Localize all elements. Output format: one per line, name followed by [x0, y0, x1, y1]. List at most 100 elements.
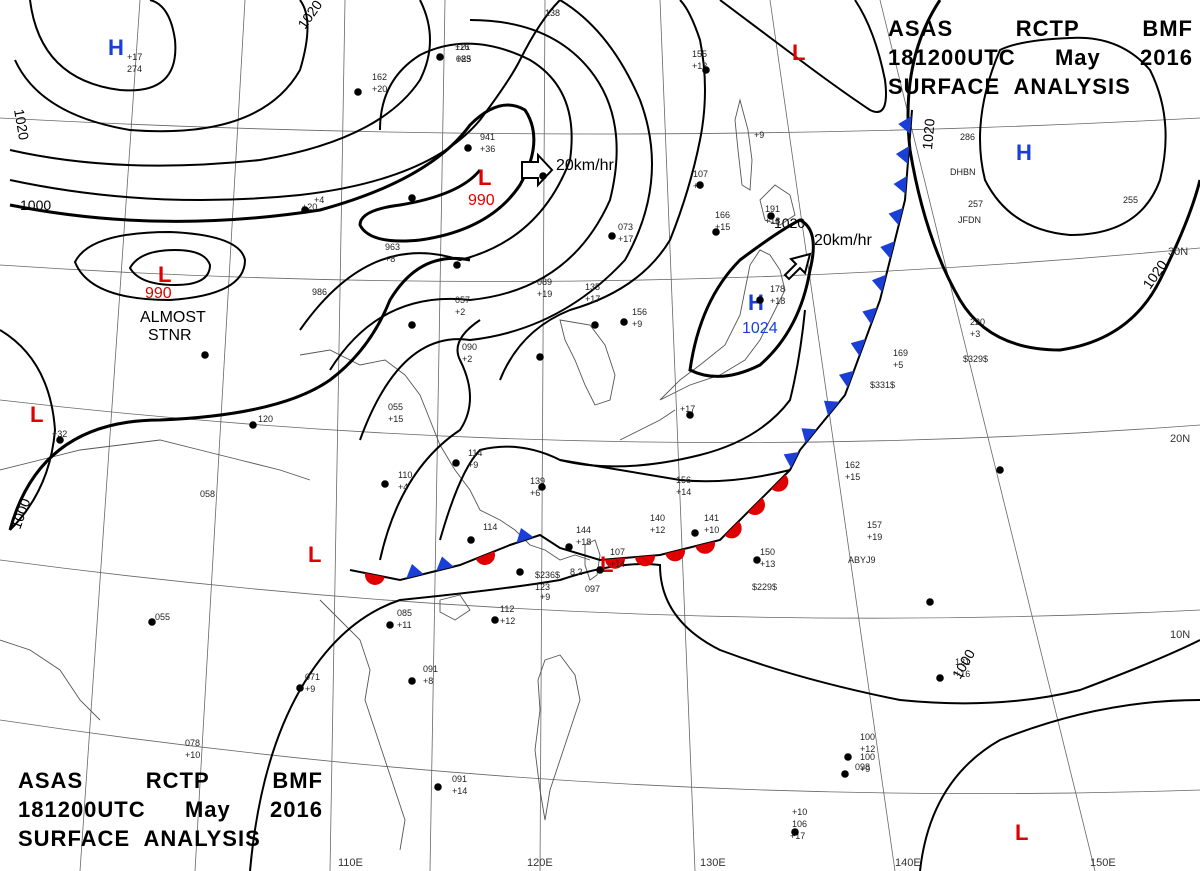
cold-front-triangle — [898, 116, 912, 134]
station-plot-value: 191 — [765, 204, 780, 214]
title-word: 181200UTC — [888, 45, 1016, 70]
isobar — [559, 459, 791, 483]
low-pressure-symbol: L — [792, 40, 805, 65]
station-plot-value: +9 — [540, 592, 550, 602]
coastline-sakhalin — [734, 98, 753, 191]
station-circle — [408, 321, 416, 329]
station-circle — [696, 181, 704, 189]
station-plot-value: +15 — [845, 472, 860, 482]
station-plot-value: +3 — [970, 329, 980, 339]
station-circle — [608, 232, 616, 240]
station-plot-value: 121 — [955, 657, 970, 667]
station-circle — [565, 543, 573, 551]
station-plot-value: 220 — [970, 317, 985, 327]
station-plot-value: +8 — [385, 254, 395, 264]
isobar — [379, 319, 481, 561]
station-circle — [453, 261, 461, 269]
station-circle — [791, 828, 799, 836]
station-plot-value: 089 — [537, 277, 552, 287]
low-pressure-symbol: L — [30, 402, 43, 427]
title-word: 181200UTC — [18, 797, 146, 822]
title-word: RCTP — [1015, 16, 1080, 41]
station-plot-value: 116 — [455, 42, 469, 52]
title-word: May — [1054, 45, 1101, 70]
isobar — [9, 0, 431, 167]
station-plot-value: +10 — [704, 525, 719, 535]
station-plot-value: 106 — [792, 819, 807, 829]
station-plot-value: +18 — [576, 537, 591, 547]
motion-label: 20km/hr — [814, 232, 872, 249]
station-circle — [301, 206, 309, 214]
station-plot-value: +36 — [480, 144, 495, 154]
station-plot-value: 157 — [867, 520, 882, 530]
station-plot-value: +2 — [455, 307, 465, 317]
station-plot-value: +10 — [792, 807, 807, 817]
longitude-line — [79, 0, 141, 871]
isobar — [14, 0, 309, 133]
map-title-top: ASAS RCTP BMF 181200UTC May 2016 SURFACE… — [888, 14, 1193, 101]
station-plot-value: +20 — [302, 202, 317, 212]
station-circle — [841, 770, 849, 778]
longitude-line — [879, 0, 1096, 871]
title-header-line: ASAS RCTP BMF — [888, 14, 1193, 43]
isobar — [0, 329, 57, 531]
station-plot-value: 112 — [500, 604, 514, 614]
station-circle — [538, 483, 546, 491]
station-plot-value: +9 — [754, 130, 764, 140]
low-pressure-value: 990 — [468, 192, 495, 209]
low-pressure-symbol: L — [308, 542, 321, 567]
station-plot-value: +15 — [388, 414, 403, 424]
latitude-line — [0, 247, 1200, 282]
station-plot-value: 8 2 — [570, 567, 583, 577]
station-plot-value: +4 — [398, 482, 408, 492]
station-plot-value: 144 — [576, 525, 591, 535]
station-plot-value: +14 — [452, 786, 467, 796]
coastline-inland — [0, 639, 101, 721]
isobar — [73, 230, 247, 302]
station-plot-value: 057 — [455, 295, 470, 305]
station-circle — [464, 144, 472, 152]
station-plot-value: +4 — [314, 195, 324, 205]
station-plot-value: 169 — [893, 348, 908, 358]
title-product-line: SURFACE ANALYSIS — [18, 826, 261, 851]
cold-front-triangle — [436, 556, 454, 571]
station-plot-value: $329$ — [963, 354, 988, 364]
cold-front-triangle — [888, 207, 904, 226]
station-plot-value: 120 — [258, 414, 273, 424]
cold-front-triangle — [893, 176, 907, 194]
low-pressure-value: 990 — [145, 285, 172, 302]
station-plot-value: +11 — [397, 620, 412, 630]
station-plot-value: +17 — [127, 52, 142, 62]
station-plot-value: +12 — [860, 744, 875, 754]
coastline-ryukyu — [619, 409, 676, 441]
isobar-label: 1020 — [919, 118, 938, 151]
motion-arrow-icon — [783, 252, 812, 281]
station-plot-value: 257 — [968, 199, 983, 209]
grid-labels: 30N 20N 10N 110E 120E 130E 140E 150E — [338, 246, 1190, 869]
stationary-label-line-2: STNR — [148, 327, 192, 344]
latitude-line — [0, 559, 1200, 619]
station-plot-value: JFDN — [958, 215, 981, 225]
station-plot-value: 255 — [1123, 195, 1138, 205]
station-circle — [536, 353, 544, 361]
station-plot-value: 286 — [960, 132, 975, 142]
longitude-line — [429, 0, 446, 871]
coastline-taiwan — [584, 539, 601, 581]
station-plot-value: +12 — [500, 616, 515, 626]
station-circle — [591, 321, 599, 329]
station-circle — [56, 436, 64, 444]
station-plot-value: +12 — [650, 525, 665, 535]
warm-front-semicircle — [365, 573, 385, 585]
station-circle — [756, 296, 764, 304]
isobar — [29, 0, 177, 92]
station-plot-value: 166 — [715, 210, 730, 220]
title-product-line: SURFACE ANALYSIS — [888, 74, 1131, 99]
station-circle — [539, 172, 547, 180]
station-plot-value: 100 — [860, 732, 875, 742]
high-pressure-value: 1024 — [742, 320, 778, 337]
isobar — [439, 309, 806, 541]
station-plot-value: 963 — [385, 242, 400, 252]
title-word: 2016 — [270, 797, 323, 822]
station-plot-value: +9 — [632, 319, 642, 329]
